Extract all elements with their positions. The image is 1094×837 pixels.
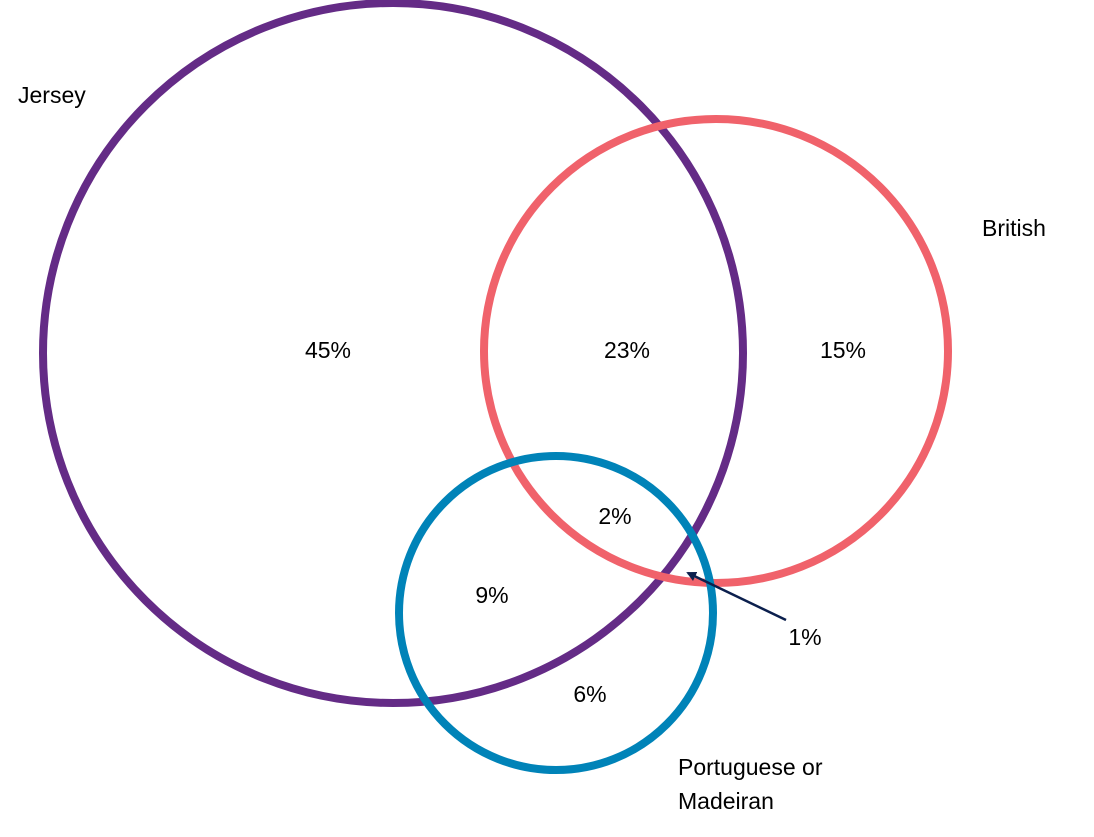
pointer-arrow (686, 571, 787, 622)
british-portuguese-value: 1% (788, 624, 821, 650)
jersey-circle (39, 0, 747, 707)
jersey-only-value: 45% (305, 337, 351, 363)
jersey-portuguese-value: 9% (475, 582, 508, 608)
jersey-british-value: 23% (604, 337, 650, 363)
british-only-value: 15% (820, 337, 866, 363)
portuguese-circle (395, 452, 717, 774)
british-label: British (982, 215, 1046, 241)
portuguese-label-line1: Portuguese or (678, 754, 823, 780)
jersey-label: Jersey (18, 82, 86, 108)
portuguese-only-value: 6% (573, 681, 606, 707)
all-three-value: 2% (598, 503, 631, 529)
british-circle (480, 115, 952, 587)
portuguese-label-line2: Madeiran (678, 788, 774, 814)
